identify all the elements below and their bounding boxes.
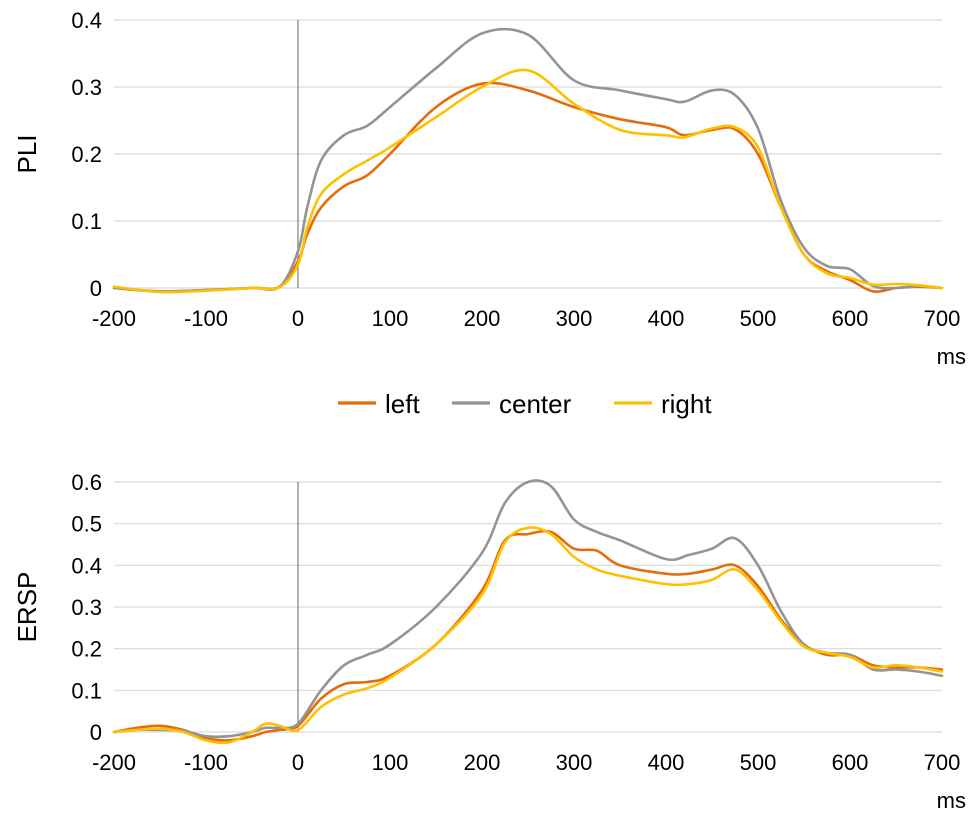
x-tick-label: 600 bbox=[832, 750, 869, 775]
y-tick-label: 0.4 bbox=[71, 8, 102, 33]
x-tick-label: 300 bbox=[556, 306, 593, 331]
y-axis-label: ERSP bbox=[12, 572, 42, 643]
x-tick-label: 400 bbox=[648, 306, 685, 331]
y-tick-label: 0.1 bbox=[71, 678, 102, 703]
x-tick-label: 200 bbox=[464, 306, 501, 331]
x-axis-unit-label: ms bbox=[937, 344, 966, 369]
x-tick-label: 200 bbox=[464, 750, 501, 775]
x-tick-label: -200 bbox=[92, 750, 136, 775]
y-tick-label: 0.5 bbox=[71, 512, 102, 537]
y-tick-label: 0.2 bbox=[71, 637, 102, 662]
y-tick-label: 0.3 bbox=[71, 595, 102, 620]
y-tick-label: 0 bbox=[90, 276, 102, 301]
y-tick-label: 0 bbox=[90, 720, 102, 745]
x-tick-label: -200 bbox=[92, 306, 136, 331]
x-tick-label: -100 bbox=[184, 750, 228, 775]
x-axis-unit-label: ms bbox=[937, 788, 966, 813]
x-tick-label: 500 bbox=[740, 750, 777, 775]
x-tick-label: 700 bbox=[924, 750, 961, 775]
x-tick-label: -100 bbox=[184, 306, 228, 331]
y-tick-label: 0.1 bbox=[71, 209, 102, 234]
x-tick-label: 500 bbox=[740, 306, 777, 331]
series-line-center bbox=[112, 479, 944, 739]
legend-label-left: left bbox=[385, 389, 420, 419]
series-line-right bbox=[112, 526, 944, 745]
legend-label-center: center bbox=[499, 389, 572, 419]
ersp-chart: 0 0.1 0.2 0.3 0.4 0.5 0.6 -200 -100 0 100 200 300 400… bbox=[12, 470, 966, 813]
x-tick-label: 100 bbox=[372, 306, 409, 331]
x-tick-label: 700 bbox=[924, 306, 961, 331]
y-tick-label: 0.2 bbox=[71, 142, 102, 167]
y-axis-label: PLI bbox=[12, 134, 42, 173]
x-tick-label: 0 bbox=[292, 750, 304, 775]
series-line-center bbox=[112, 27, 944, 293]
series-line-right bbox=[112, 68, 944, 294]
x-tick-label: 0 bbox=[292, 306, 304, 331]
y-tick-label: 0.4 bbox=[71, 553, 102, 578]
pli-chart: 0 0.1 0.2 0.3 0.4 -200 -100 0 100 200 300 400 500 600… bbox=[12, 8, 966, 369]
legend-label-right: right bbox=[661, 389, 712, 419]
y-tick-label: 0.6 bbox=[71, 470, 102, 495]
x-tick-label: 100 bbox=[372, 750, 409, 775]
series-line-left bbox=[112, 529, 944, 742]
legend: left center right bbox=[338, 389, 712, 419]
x-tick-label: 300 bbox=[556, 750, 593, 775]
x-tick-label: 600 bbox=[832, 306, 869, 331]
x-tick-label: 400 bbox=[648, 750, 685, 775]
y-tick-label: 0.3 bbox=[71, 75, 102, 100]
